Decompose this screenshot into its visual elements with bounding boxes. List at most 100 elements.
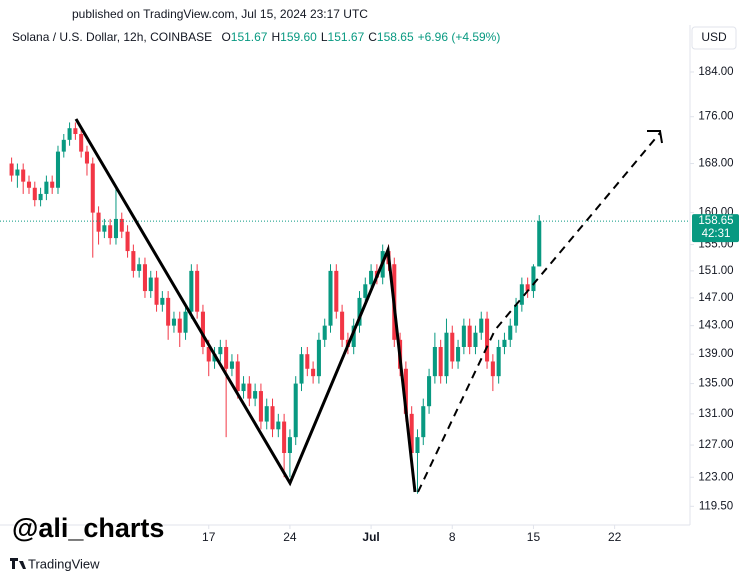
- candle-body: [148, 277, 153, 292]
- y-tick-label: 139.00: [698, 348, 733, 360]
- candle-body: [334, 270, 339, 312]
- candle-body: [363, 284, 368, 298]
- last-price-label: 158.65: [698, 215, 733, 227]
- x-tick-label: 17: [202, 530, 216, 544]
- candle-body: [519, 284, 524, 305]
- candle-body: [96, 212, 101, 232]
- candle-body: [90, 163, 95, 213]
- ohlc-key: O: [221, 30, 231, 44]
- candle-body: [508, 325, 513, 340]
- candle-body: [32, 187, 37, 201]
- ohlc-value: 151.67: [230, 30, 268, 44]
- candle-body: [293, 383, 298, 438]
- candle-body: [537, 221, 542, 267]
- y-tick-label: 151.00: [698, 265, 733, 277]
- candle-body: [450, 332, 455, 362]
- ohlc-value: 159.60: [280, 30, 317, 44]
- x-tick-label: Jul: [362, 530, 379, 544]
- change: +6.96 (+4.59%): [417, 30, 501, 44]
- candle-body: [200, 311, 205, 347]
- candle-body: [282, 421, 287, 454]
- candle-body: [79, 134, 84, 152]
- candle-body: [438, 346, 443, 377]
- candle-body: [351, 325, 356, 347]
- ohlc-value: 158.65: [376, 30, 414, 44]
- x-tick-label: 24: [283, 530, 297, 544]
- watermark: @ali_charts: [12, 513, 164, 543]
- y-tick-label: 168.00: [698, 158, 733, 170]
- x-tick-label: 15: [527, 530, 541, 544]
- candle-body: [270, 406, 275, 430]
- candle-body: [328, 270, 333, 326]
- candle-body: [490, 361, 495, 377]
- candle-body: [473, 332, 478, 347]
- candle-body: [409, 413, 414, 454]
- candle-body: [514, 304, 519, 326]
- candle-body: [403, 368, 408, 414]
- currency-box: [691, 26, 737, 50]
- candle-body: [177, 318, 182, 333]
- symbol-header: Solana / U.S. Dollar, 12h, COINBASE O151…: [12, 30, 504, 44]
- candle-body: [195, 270, 200, 312]
- ohlc-key: H: [271, 30, 281, 44]
- candle-body: [67, 128, 72, 140]
- countdown: 42:31: [702, 228, 731, 240]
- y-tick-label: 147.00: [698, 292, 733, 304]
- candle-body: [189, 270, 194, 312]
- candle-body: [55, 151, 61, 188]
- y-tick-label: 176.00: [698, 111, 733, 123]
- candle-body: [61, 139, 66, 152]
- candle-body: [166, 297, 171, 326]
- y-tick-label: 143.00: [698, 320, 733, 332]
- symbol: Solana / U.S. Dollar, 12h, COINBASE: [12, 30, 213, 44]
- projection-arrow: [647, 130, 663, 144]
- candle-body: [119, 218, 124, 232]
- published-note: published on TradingView.com, Jul 15, 20…: [72, 7, 368, 21]
- candle-body: [38, 193, 43, 201]
- candle-body: [316, 339, 321, 377]
- y-tick-label: 127.00: [698, 439, 733, 451]
- candle-body: [229, 361, 234, 369]
- candle-body: [125, 231, 130, 252]
- candle-body: [305, 354, 310, 369]
- candle-body: [299, 354, 304, 384]
- last-price-box: [692, 214, 739, 243]
- y-tick-label: 135.00: [698, 378, 733, 390]
- candle-body: [102, 225, 107, 232]
- logo-icon: [10, 558, 26, 569]
- candle-body: [287, 437, 292, 454]
- y-tick-label: 123.00: [698, 471, 733, 483]
- candle-body: [264, 406, 269, 422]
- candle-body: [421, 406, 426, 438]
- candle-body: [235, 361, 240, 392]
- candle-body: [456, 346, 461, 362]
- candle-body: [444, 332, 449, 377]
- candle-body: [247, 383, 252, 399]
- trend-line: [74, 118, 417, 493]
- candle-body: [253, 391, 258, 399]
- candle-body: [525, 284, 530, 292]
- candle-body: [108, 225, 113, 239]
- candle-body: [154, 277, 159, 305]
- candle-body: [131, 251, 136, 271]
- logo-text: TradingView: [28, 556, 100, 571]
- candle-body: [84, 151, 90, 164]
- candle-body: [479, 318, 484, 333]
- candle-body: [206, 346, 211, 362]
- candle-body: [502, 339, 507, 347]
- candle-body: [224, 346, 229, 369]
- y-tick-label: 184.00: [698, 66, 733, 78]
- x-tick-label: 8: [449, 530, 456, 544]
- candle-body: [276, 421, 281, 430]
- candle-body: [50, 181, 55, 188]
- candle-body: [485, 318, 490, 362]
- candle-body: [322, 325, 327, 340]
- plot: [0, 122, 690, 494]
- candle-body: [137, 264, 142, 271]
- candle-body: [160, 297, 165, 305]
- candle-body: [531, 266, 536, 292]
- candle-body: [113, 218, 118, 239]
- candle-body: [369, 270, 374, 285]
